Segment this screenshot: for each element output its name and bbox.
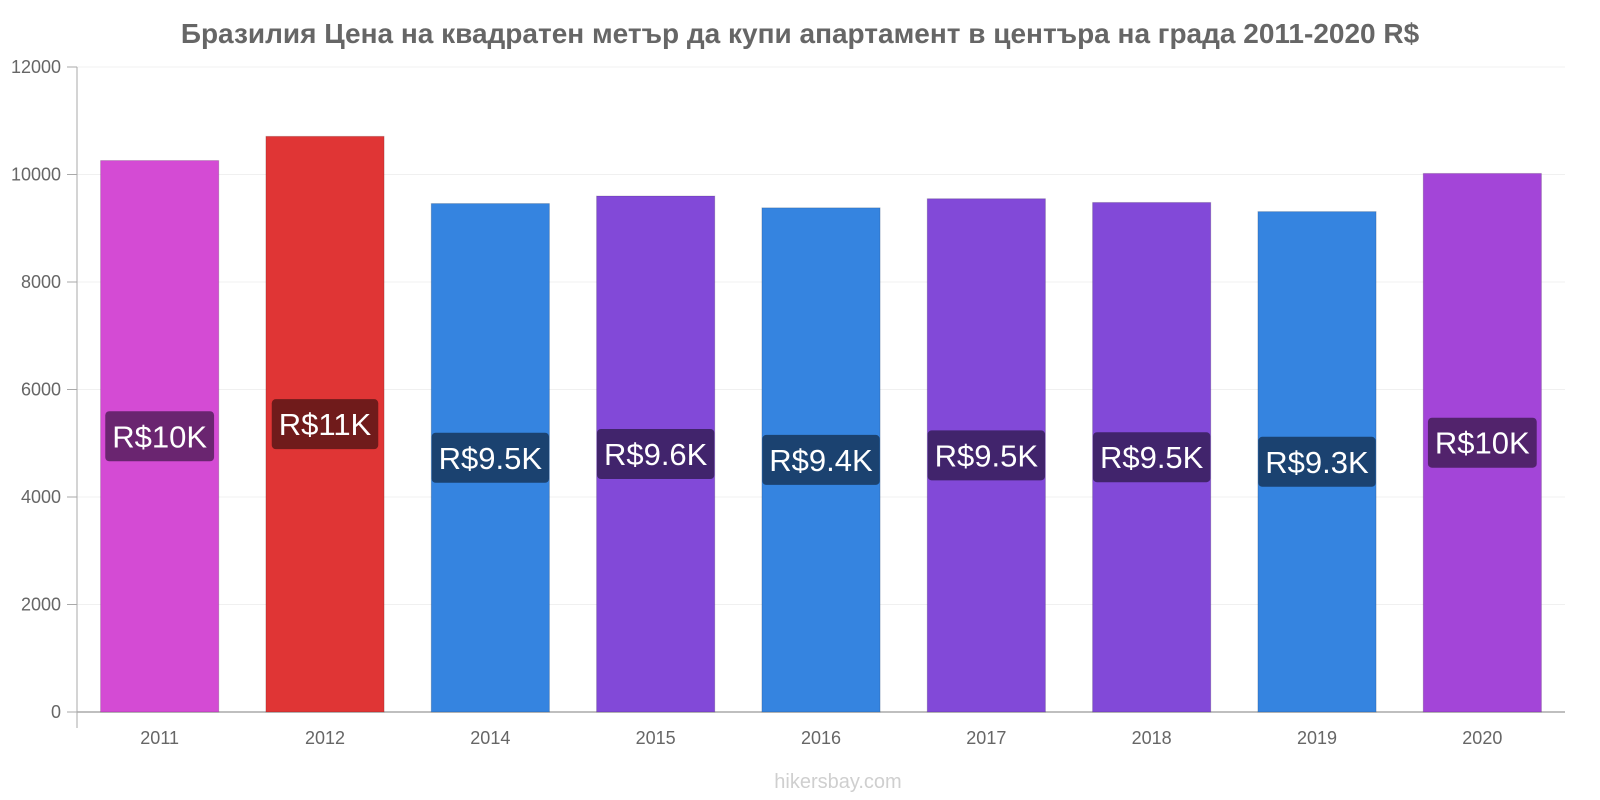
x-tick-label: 2019 — [1297, 728, 1337, 748]
data-labels: R$10K R$11K R$9.5K R$9.6K R$9.4K R$9.5K R$9.5K… — [105, 399, 1537, 487]
data-label-2015: R$9.6K — [596, 429, 715, 479]
data-label-text: R$9.4K — [769, 443, 873, 478]
x-tick-label: 2017 — [966, 728, 1006, 748]
data-label-2011: R$10K — [105, 411, 215, 462]
x-tick-label: 2020 — [1462, 728, 1502, 748]
x-tick-label: 2012 — [305, 728, 345, 748]
data-label-background — [271, 399, 379, 450]
watermark: hikersbay.com — [774, 771, 901, 793]
data-label-background — [1427, 417, 1537, 468]
y-tick-label: 4000 — [21, 487, 61, 507]
data-label-background — [1258, 436, 1376, 487]
data-label-text: R$9.5K — [935, 438, 1039, 473]
data-label-text: R$9.3K — [1265, 445, 1369, 480]
chart-title: Бразилия Цена на квадратен метър да купи… — [181, 18, 1420, 49]
data-label-2014: R$9.5K — [431, 432, 550, 483]
data-label-text: R$10K — [1435, 426, 1530, 461]
data-label-2019: R$9.3K — [1258, 436, 1376, 487]
data-label-background — [762, 434, 880, 485]
data-label-background — [431, 432, 550, 483]
x-tick-label: 2011 — [140, 728, 179, 748]
data-label-text: R$11K — [279, 407, 372, 442]
data-label-background — [596, 429, 715, 479]
data-label-2020: R$10K — [1427, 417, 1537, 468]
y-tick-label: 6000 — [21, 380, 61, 400]
data-label-2012: R$11K — [271, 399, 379, 450]
data-label-2017: R$9.5K — [927, 430, 1046, 481]
x-tick-label: 2018 — [1132, 728, 1172, 748]
y-tick-label: 12000 — [11, 57, 61, 77]
y-tick-label: 8000 — [21, 272, 61, 292]
y-tick-label: 2000 — [21, 595, 61, 615]
data-label-2016: R$9.4K — [762, 434, 880, 485]
x-tick-label: 2015 — [636, 728, 676, 748]
x-tick-label: 2016 — [801, 728, 841, 748]
data-label-text: R$9.5K — [439, 441, 543, 476]
y-tick-label: 0 — [51, 702, 61, 722]
data-label-background — [1092, 432, 1211, 483]
data-label-text: R$9.6K — [604, 437, 708, 472]
data-label-text: R$9.5K — [1100, 440, 1204, 475]
data-label-2018: R$9.5K — [1092, 432, 1211, 483]
data-label-background — [105, 411, 215, 462]
x-tick-label: 2014 — [470, 728, 510, 748]
data-label-background — [927, 430, 1046, 481]
y-tick-label: 10000 — [11, 165, 61, 185]
data-label-text: R$10K — [112, 419, 207, 454]
